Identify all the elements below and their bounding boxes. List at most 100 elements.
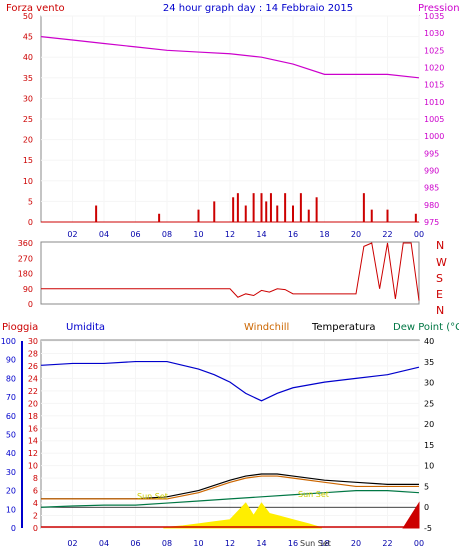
- y-temperature-tick-label: 30: [424, 379, 434, 388]
- x-tick-label: 16: [288, 230, 298, 239]
- y-humidity-tick-label: 100: [1, 337, 16, 346]
- wind-force-label: Forza vento: [6, 3, 65, 14]
- y-rain-tick-label: 28: [28, 349, 38, 358]
- x-tick-label: 08: [162, 230, 172, 239]
- rain-label: Pioggia: [2, 322, 38, 333]
- y-right-tick-label: 980: [424, 201, 439, 210]
- dewpoint-label: Dew Point (°C: [393, 322, 459, 333]
- y-right-tick-label: 1015: [424, 81, 444, 90]
- x-tick-label: 18: [319, 230, 329, 239]
- y-temperature-tick-label: 0: [424, 503, 429, 512]
- y-temperature-tick-label: -5: [424, 524, 432, 533]
- wind-direction-compass: N W S E N: [436, 239, 447, 317]
- humidity-line: [40, 360, 420, 402]
- y-direction-tick-label: 270: [18, 254, 33, 263]
- y-left-tick-label: 25: [23, 115, 33, 124]
- y-right-tick-label: 1005: [424, 115, 444, 124]
- x-tick-label: 10: [193, 539, 203, 548]
- y-left-tick-label: 0: [28, 218, 33, 227]
- y-rain-tick-label: 10: [28, 462, 38, 471]
- y-left-tick-label: 40: [23, 53, 33, 62]
- y-right-tick-label: 985: [424, 184, 439, 193]
- dewpoint-line: [40, 490, 420, 508]
- y-right-tick-label: 1000: [424, 132, 444, 141]
- windchill-line: [41, 475, 419, 500]
- y-left-tick-label: 5: [28, 197, 33, 206]
- y-rain-tick-label: 20: [28, 399, 38, 408]
- x-tick-label: 18: [319, 539, 329, 548]
- y-rain-tick-label: 4: [33, 499, 38, 508]
- pressure-label: Pressione: [418, 3, 459, 14]
- humidity-label: Umidita: [66, 322, 105, 333]
- y-direction-tick-label: 0: [28, 300, 33, 309]
- y-rain-tick-label: 22: [28, 387, 38, 396]
- y-humidity-tick-label: 90: [6, 356, 16, 365]
- x-tick-label: 12: [225, 230, 235, 239]
- panel-wind-direction: [40, 241, 420, 305]
- y-right-tick-label: 1020: [424, 64, 444, 73]
- y-right-tick-label: 995: [424, 149, 439, 158]
- y-rain-tick-label: 8: [33, 474, 38, 483]
- x-tick-label: 22: [382, 230, 392, 239]
- x-tick-label: 04: [99, 539, 109, 548]
- y-direction-tick-label: 90: [23, 285, 33, 294]
- x-tick-label: 20: [351, 539, 361, 548]
- windchill-label: Windchill: [244, 322, 289, 333]
- sunset-annotation-1: Sun Set: [137, 492, 168, 501]
- x-tick-label: 08: [162, 539, 172, 548]
- sunset-annotation-2: Sun Set: [298, 490, 329, 499]
- x-tick-label: 16: [288, 539, 298, 548]
- y-right-tick-label: 990: [424, 167, 439, 176]
- panel-wind-direction-series: [41, 242, 420, 301]
- x-tick-label: 20: [351, 230, 361, 239]
- compass-n-bottom: N: [436, 304, 444, 317]
- y-temperature-tick-label: 5: [424, 482, 429, 491]
- compass-n-top: N: [436, 239, 444, 252]
- sun-area: [163, 502, 322, 529]
- y-humidity-tick-label: 0: [11, 524, 16, 533]
- y-rain-tick-label: 18: [28, 412, 38, 421]
- y-rain-tick-label: 14: [28, 437, 38, 446]
- wind-direction-line: [41, 242, 420, 301]
- y-humidity-tick-label: 20: [6, 487, 16, 496]
- y-humidity-tick-label: 10: [6, 505, 16, 514]
- y-right-tick-label: 1010: [424, 98, 444, 107]
- y-left-tick-label: 50: [23, 12, 33, 21]
- y-rain-tick-label: 24: [28, 374, 38, 383]
- panel-humidity-temperature-series: [40, 360, 420, 529]
- panel-wind-direction-axes: 0 90 180 270 360: [18, 239, 33, 309]
- x-tick-label: 12: [225, 539, 235, 548]
- y-right-tick-label: 1035: [424, 12, 444, 21]
- x-tick-label: 04: [99, 230, 109, 239]
- y-temperature-tick-label: 35: [424, 358, 434, 367]
- x-tick-label: 10: [193, 230, 203, 239]
- y-temperature-tick-label: 20: [424, 420, 434, 429]
- y-left-tick-label: 45: [23, 33, 33, 42]
- y-temperature-tick-label: 10: [424, 462, 434, 471]
- y-left-tick-label: 15: [23, 156, 33, 165]
- panel-humidity-temperature-grid: [41, 340, 420, 529]
- x-tick-label: 00: [414, 230, 424, 239]
- sunset-annotation-3: Sun Set: [300, 539, 331, 548]
- y-direction-tick-label: 180: [18, 270, 33, 279]
- panel-wind-pressure-series: [40, 36, 420, 223]
- y-right-tick-label: 975: [424, 218, 439, 227]
- y-left-tick-label: 35: [23, 74, 33, 83]
- y-humidity-tick-label: 80: [6, 374, 16, 383]
- y-temperature-tick-label: 40: [424, 337, 434, 346]
- x-tick-label: 14: [256, 230, 266, 239]
- y-rain-tick-label: 12: [28, 449, 38, 458]
- x-tick-label: 02: [67, 539, 77, 548]
- x-tick-label: 14: [256, 539, 266, 548]
- y-humidity-tick-label: 70: [6, 393, 16, 402]
- y-left-tick-label: 30: [23, 94, 33, 103]
- y-left-tick-label: 10: [23, 177, 33, 186]
- y-humidity-tick-label: 60: [6, 412, 16, 421]
- y-rain-tick-label: 30: [28, 337, 38, 346]
- y-temperature-tick-label: 15: [424, 441, 434, 450]
- panel-wind-pressure-axes: 0510152025303540455097598098599099510001…: [23, 12, 445, 239]
- panel-humidity-temperature-axes: 0102030405060708090100024681012141618202…: [1, 337, 434, 548]
- y-direction-tick-label: 360: [18, 239, 33, 248]
- compass-e: E: [436, 288, 443, 301]
